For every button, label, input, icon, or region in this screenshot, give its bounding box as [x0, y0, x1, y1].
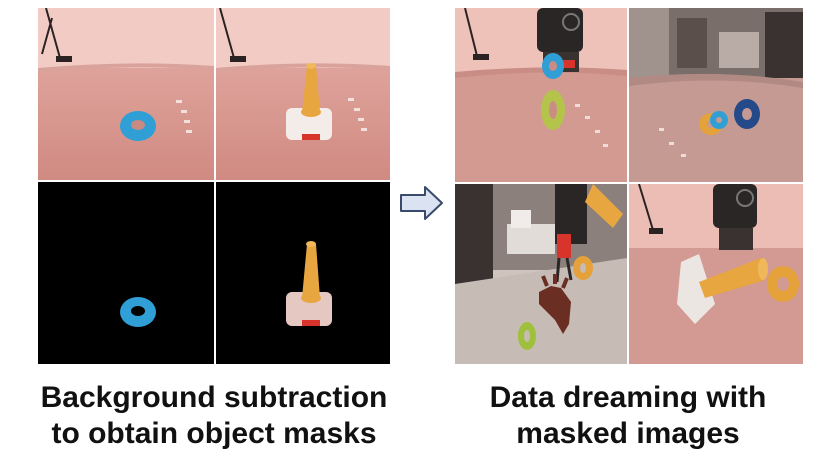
hand-silhouette	[539, 274, 571, 334]
left-image-grid	[38, 8, 390, 364]
masked-blue-ring	[120, 297, 156, 327]
white-cone-base	[677, 254, 715, 324]
green-ring	[541, 90, 565, 130]
robot-gripper	[713, 184, 757, 250]
right-image-grid	[455, 8, 803, 364]
robot-gripper	[555, 184, 587, 283]
orange-ring	[573, 256, 593, 280]
left-caption: Background subtraction to obtain object …	[4, 380, 424, 452]
scene-cone	[216, 8, 390, 180]
right-caption-line1: Data dreaming with	[489, 381, 767, 414]
cone-toy	[699, 258, 768, 298]
orange-ring	[767, 266, 799, 302]
dream-scene-4	[629, 184, 803, 364]
dream-scene-3	[455, 184, 627, 364]
blue-ring-small	[710, 111, 728, 129]
scene-blue-ring	[38, 8, 214, 180]
left-caption-line1: Background subtraction	[40, 381, 388, 414]
right-arrow-icon	[399, 185, 445, 221]
cone-toy	[286, 63, 332, 140]
mask-blue-ring	[38, 182, 214, 364]
green-ring	[518, 322, 536, 350]
blue-ring	[542, 53, 564, 79]
right-caption: Data dreaming with masked images	[452, 380, 804, 452]
dream-scene-2	[629, 8, 803, 182]
blue-ring	[120, 111, 156, 141]
mask-cone	[216, 182, 390, 364]
right-caption-line2: masked images	[516, 417, 740, 450]
navy-ring	[734, 99, 760, 129]
masked-cone	[286, 241, 332, 326]
dream-scene-1	[455, 8, 627, 182]
left-caption-line2: to obtain object masks	[51, 417, 377, 450]
